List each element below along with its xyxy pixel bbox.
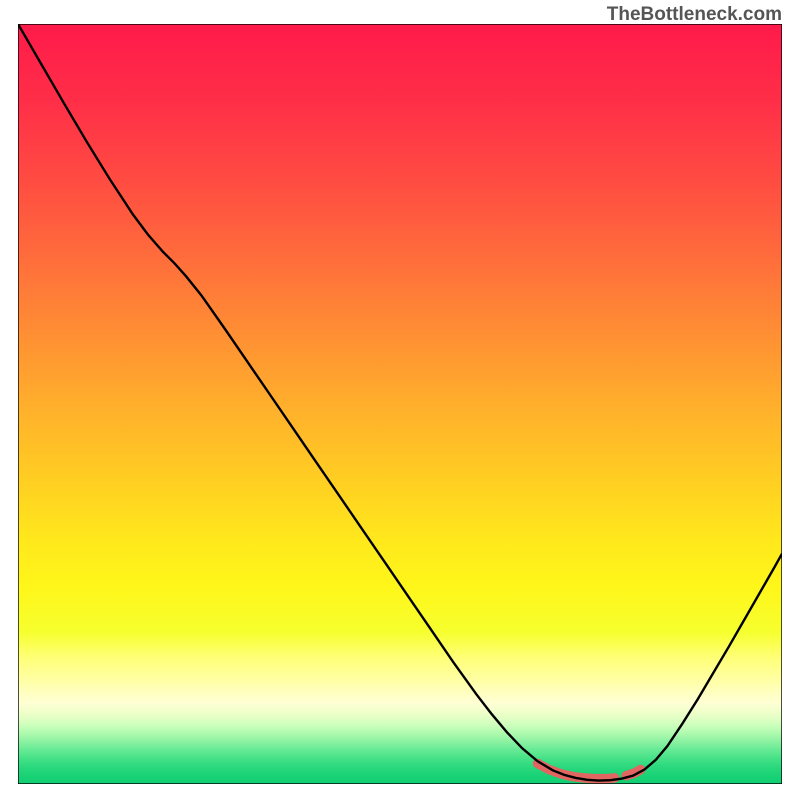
bottleneck-chart bbox=[18, 24, 782, 784]
watermark-text: TheBottleneck.com bbox=[607, 4, 782, 26]
chart-background bbox=[18, 24, 782, 784]
chart-container bbox=[18, 24, 782, 784]
